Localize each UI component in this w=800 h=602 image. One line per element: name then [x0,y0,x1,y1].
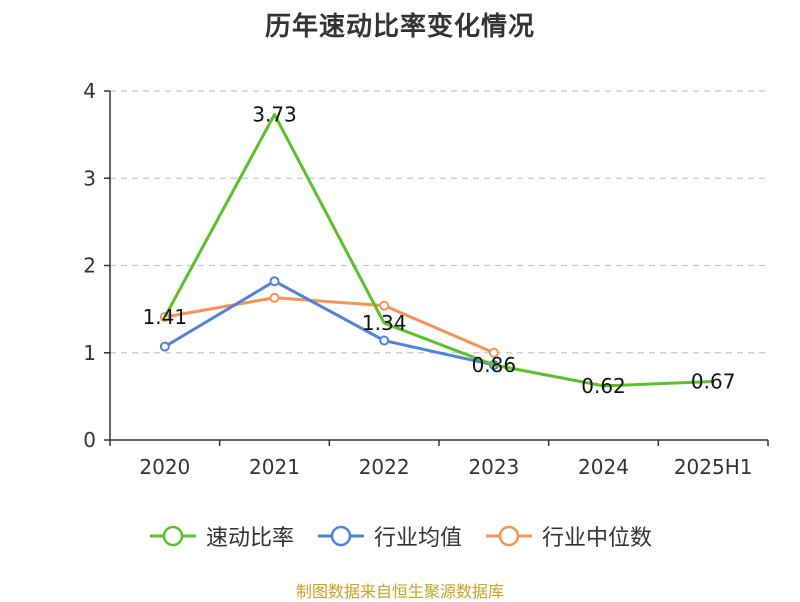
series-line [164,296,495,355]
data-point [379,335,390,346]
y-tick-label: 4 [83,79,96,103]
x-tick-label: 2022 [359,455,410,479]
data-label: 0.67 [691,370,736,394]
data-point [379,300,390,311]
chart-title: 历年速动比率变化情况 [264,12,535,42]
legend-label: 行业均值 [373,526,462,551]
legend-swatch [149,525,196,547]
legend-swatch [317,525,364,547]
data-label: 3.73 [252,103,297,127]
y-tick-label: 2 [83,254,96,278]
legend-label: 行业中位数 [542,526,653,551]
legend-item[interactable]: 速动比率 [148,520,294,552]
legend-swatch-marker [162,525,184,547]
x-tick-label: 2025H1 [674,455,753,479]
x-tick-label: 2021 [249,455,300,479]
legend: 速动比率 行业均值 行业中位数 [0,520,800,552]
y-tick-label: 1 [83,341,96,365]
legend-swatch [486,525,532,547]
legend-label: 速动比率 [205,526,294,551]
data-point [269,276,280,287]
data-point [488,347,499,358]
axes: 0 1 2 3 4 2020 2021 2022 2023 2024 2025H1 [83,79,769,479]
series-line [163,113,714,388]
y-tick-label: 0 [83,428,96,452]
data-point [269,292,280,303]
data-point [159,341,170,352]
x-tick-label: 2023 [468,455,519,479]
series-lines [159,113,714,388]
grid-lines [110,90,768,354]
series-line [164,279,495,367]
data-label: 1.41 [143,305,188,329]
x-tick-label: 2020 [139,455,190,479]
x-tick-label: 2024 [578,455,629,479]
data-labels: 1.41 3.73 1.34 0.86 0.62 0.67 [143,103,736,398]
data-label: 0.62 [581,374,626,398]
legend-swatch-marker [330,525,352,547]
legend-item[interactable]: 行业均值 [316,520,462,552]
data-label: 1.34 [362,311,407,335]
data-label: 0.86 [472,353,517,377]
source-note: 制图数据来自恒生聚源数据库 [295,582,504,601]
legend-item[interactable]: 行业中位数 [484,520,652,552]
y-tick-label: 3 [83,166,96,190]
legend-swatch-marker [498,525,520,547]
